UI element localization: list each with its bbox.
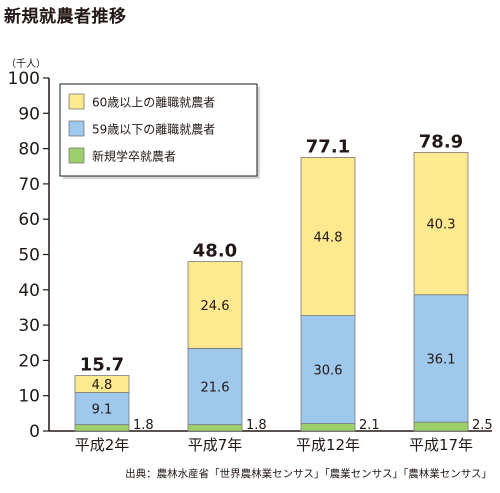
bar-segment [413,294,469,423]
bar-segment [74,392,130,426]
legend-label: 59歳以下の離職就農者 [92,123,215,137]
y-tick-label: 0 [29,422,40,442]
bar-value-label: 21.6 [201,381,230,396]
y-tick-label: 40 [18,281,40,301]
bar-segment [300,157,356,316]
y-tick-label: 60 [18,210,40,230]
source-note: 出典：農林水産省「世界農林業センサス」「農業センサス」「農林業センサス」 [125,468,492,480]
y-tick-label: 80 [18,140,40,160]
y-tick-label: 100 [8,69,40,89]
bar-value-label: 2.5 [472,418,493,433]
bar-total-label: 78.9 [419,131,463,152]
bar-total-label: 15.7 [80,355,124,376]
bar-value-label: 30.6 [314,364,343,379]
bar-total-label: 48.0 [193,241,237,262]
y-tick-label: 70 [18,175,40,195]
bar-value-label: 4.8 [92,378,113,393]
x-category-label: 平成7年 [188,436,243,454]
y-tick-label: 50 [18,246,40,266]
y-tick-label: 20 [18,351,40,371]
bar-segment [74,424,130,432]
bar-value-label: 40.3 [427,218,456,233]
bar-total-label: 77.1 [306,136,350,157]
y-tick-label: 30 [18,316,40,336]
y-tick-label: 90 [18,104,40,124]
bar-segment [413,152,469,296]
bar-segment [187,261,243,349]
x-category-label: 平成2年 [75,436,130,454]
bar-value-label: 24.6 [201,299,230,314]
bar-segment [413,421,469,432]
bar-segment [74,375,130,393]
bar-value-label: 36.1 [427,352,456,367]
bar-value-label: 9.1 [92,403,113,418]
legend-label: 60歳以上の離職就農者 [92,96,215,110]
bar-value-label: 44.8 [314,230,343,245]
legend-label: 新規学卒就農者 [92,149,176,164]
bar-value-label: 1.8 [246,418,267,433]
x-category-label: 平成12年 [296,436,360,454]
bar-segment [300,315,356,424]
bar-segment [300,423,356,432]
legend-swatch [68,93,85,110]
legend-swatch [68,120,85,137]
bar-segment [187,424,243,432]
y-tick-label: 10 [18,387,40,407]
chart-title: 新規就農者推移 [4,7,127,27]
legend-box [59,83,258,177]
y-axis-unit: （千人） [6,59,46,70]
x-category-label: 平成17年 [409,436,473,454]
bar-value-label: 1.8 [133,418,154,433]
bar-value-label: 2.1 [359,418,380,433]
legend-swatch [68,147,85,164]
